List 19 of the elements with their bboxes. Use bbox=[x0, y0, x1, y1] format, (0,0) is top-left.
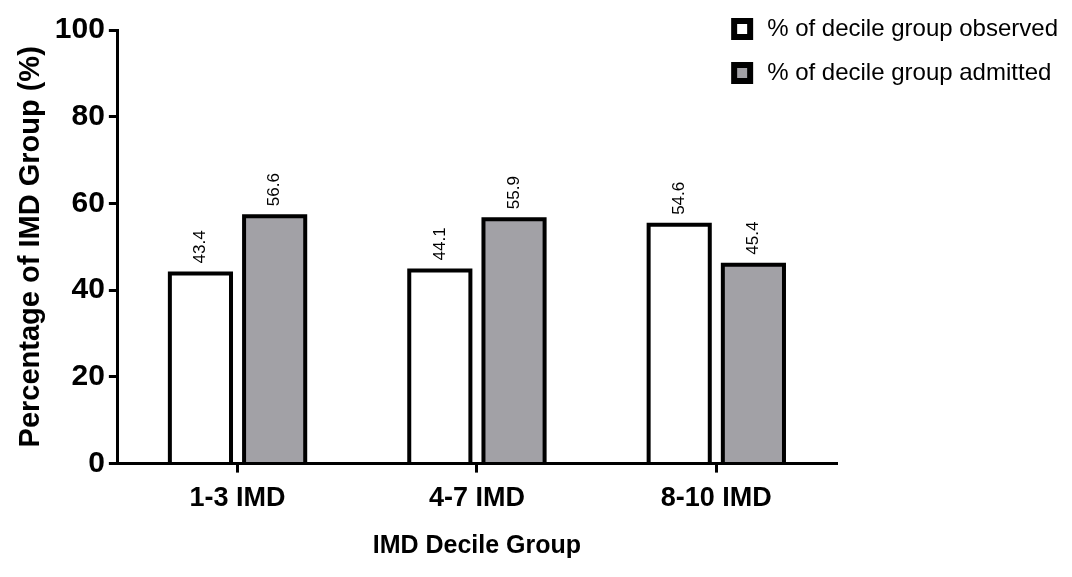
y-tick-label: 20 bbox=[71, 358, 105, 392]
y-tick-label: 40 bbox=[71, 271, 105, 305]
x-tick-label: 4-7 IMD bbox=[428, 482, 525, 513]
x-tick-label: 8-10 IMD bbox=[660, 482, 772, 513]
data-label: 56.6 bbox=[264, 173, 284, 207]
data-label: 55.9 bbox=[503, 176, 523, 210]
data-label: 45.4 bbox=[743, 221, 763, 255]
y-axis-title: Percentage of IMD Group (%) bbox=[13, 46, 46, 448]
y-tick-label: 60 bbox=[71, 184, 105, 218]
data-label: 54.6 bbox=[668, 181, 688, 215]
y-tick-label: 100 bbox=[54, 11, 105, 45]
legend-label: % of decile group admitted bbox=[767, 57, 1052, 85]
y-tick-label: 80 bbox=[71, 97, 105, 131]
x-tick-label: 1-3 IMD bbox=[189, 482, 286, 513]
data-label: 43.4 bbox=[190, 230, 210, 264]
y-tick-label: 0 bbox=[88, 444, 105, 478]
x-axis-title: IMD Decile Group bbox=[372, 529, 582, 558]
data-label: 44.1 bbox=[429, 227, 449, 261]
legend-label: % of decile group observed bbox=[767, 13, 1059, 41]
